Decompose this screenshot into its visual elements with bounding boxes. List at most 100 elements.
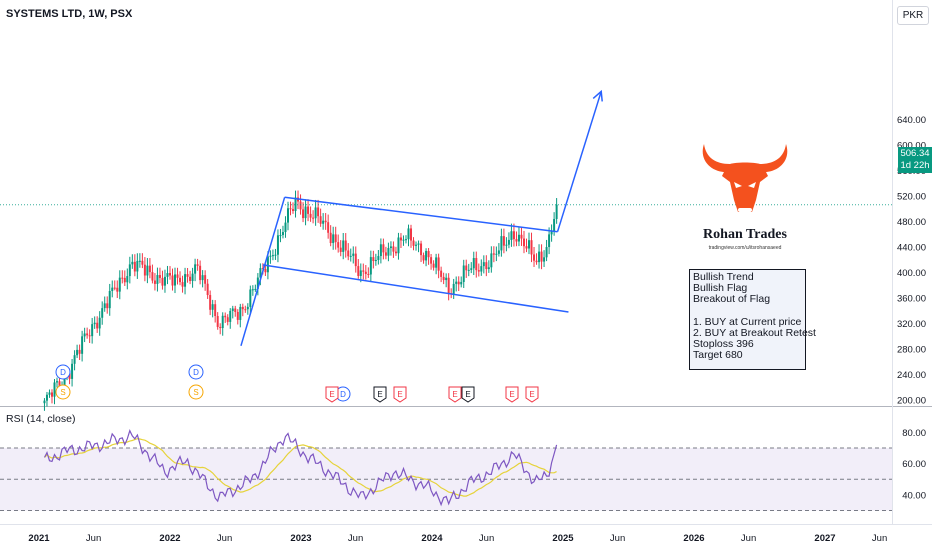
candle-body [512, 231, 515, 240]
candle-body [309, 213, 312, 218]
trade-note: Bullish Trend Bullish Flag Breakout of F… [689, 269, 816, 370]
candle-body [502, 236, 505, 246]
rsi-indicator-title[interactable]: RSI (14, close) [6, 413, 76, 425]
candle-body [349, 255, 352, 257]
candle-body [194, 264, 197, 274]
time-tick-label: Jun [610, 533, 625, 544]
candle-body [50, 392, 53, 397]
candle-body [522, 238, 525, 247]
candle-body [103, 303, 106, 309]
time-tick-label: 2027 [814, 533, 835, 544]
candle-body [533, 254, 536, 261]
candle-body [184, 274, 187, 287]
svg-text:E: E [452, 390, 457, 399]
candle-body [236, 311, 239, 320]
event-marker-e: E [505, 386, 519, 403]
candle-body [410, 228, 413, 241]
candle-body [53, 382, 56, 397]
candle-body [214, 304, 217, 317]
candle-body [332, 234, 335, 244]
candle-body [445, 277, 448, 281]
candle-body [382, 244, 385, 253]
svg-text:E: E [377, 390, 382, 399]
candle-body [286, 208, 289, 223]
svg-text:D: D [60, 368, 66, 377]
candle-body [189, 276, 192, 281]
bar-countdown: 1d 22h [900, 160, 930, 171]
candle-body [271, 255, 274, 257]
last-price-value: 506.34 [900, 148, 930, 159]
candle-body [56, 381, 59, 383]
candle-body [123, 277, 126, 283]
candle-body [352, 253, 355, 256]
currency-button[interactable]: PKR [897, 6, 929, 25]
candle-body [101, 308, 104, 318]
candle-body [442, 276, 445, 281]
candle-body [168, 273, 171, 276]
svg-text:E: E [329, 390, 334, 399]
candle-body [294, 197, 297, 211]
candle-body [307, 206, 310, 214]
candle-body [402, 239, 405, 241]
candle-body [485, 262, 488, 270]
candle-body [543, 257, 546, 262]
candle-body [136, 260, 139, 272]
svg-text:E: E [397, 390, 402, 399]
candle-body [467, 269, 470, 271]
target-arrow-head [592, 89, 603, 102]
flag-upper-trendline [284, 196, 558, 233]
candle-body [219, 326, 222, 329]
candle-body [322, 220, 325, 224]
candle-body [174, 274, 177, 286]
candle-body [324, 220, 327, 223]
candle-body [495, 253, 498, 255]
price-tick-label: 200.00 [897, 396, 926, 407]
candle-body [319, 216, 322, 224]
candle-body [111, 287, 114, 291]
candle-body [555, 204, 558, 219]
candle-body [480, 266, 483, 272]
rsi-ma-line [44, 438, 557, 497]
candle-body [211, 304, 214, 310]
rsi-line [43, 429, 558, 507]
candle-body [143, 264, 146, 276]
candle-body [106, 303, 109, 309]
time-tick-label: 2023 [290, 533, 311, 544]
brand-link[interactable]: tradingview.com/u/itsrohansaeed [708, 245, 782, 251]
candle-body [88, 335, 91, 337]
candle-body [266, 256, 269, 273]
candle-body [435, 257, 438, 268]
time-tick-label: Jun [479, 533, 494, 544]
candle-body [457, 281, 460, 285]
candle-body [138, 260, 141, 262]
event-marker-e: E [373, 386, 387, 403]
time-tick-label: Jun [741, 533, 756, 544]
candle-body [372, 257, 375, 262]
candle-body [422, 255, 425, 261]
candle-body [553, 218, 556, 232]
candle-body [377, 256, 380, 260]
event-marker-e: E [525, 386, 539, 403]
candle-body [216, 316, 219, 327]
time-tick-label: Jun [348, 533, 363, 544]
event-marker-d: D [55, 364, 71, 380]
candle-body [161, 277, 164, 286]
candle-body [108, 290, 111, 309]
candle-body [477, 270, 480, 272]
candle-body [492, 253, 495, 255]
candle-body [447, 277, 450, 294]
candle-body [369, 257, 372, 275]
candle-body [357, 266, 360, 276]
candle-body [221, 315, 224, 329]
price-tick-label: 640.00 [897, 115, 926, 126]
price-tick-label: 240.00 [897, 370, 926, 381]
candle-body [415, 244, 418, 246]
candle-body [354, 253, 357, 267]
candle-body [525, 246, 528, 249]
candle-body [515, 239, 518, 242]
candle-body [535, 260, 538, 263]
candle-body [63, 376, 66, 386]
candle-body [86, 333, 89, 336]
candle-body [304, 206, 307, 219]
